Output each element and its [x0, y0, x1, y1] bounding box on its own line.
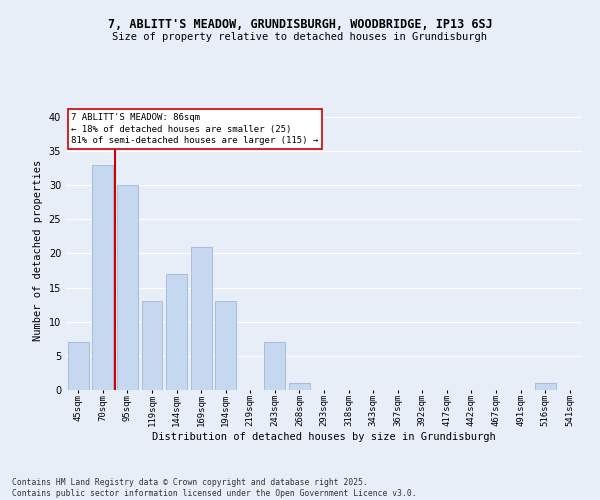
Text: 7, ABLITT'S MEADOW, GRUNDISBURGH, WOODBRIDGE, IP13 6SJ: 7, ABLITT'S MEADOW, GRUNDISBURGH, WOODBR…: [107, 18, 493, 30]
Bar: [68, 342, 89, 390]
Text: 7 ABLITT'S MEADOW: 86sqm
← 18% of detached houses are smaller (25)
81% of semi-d: 7 ABLITT'S MEADOW: 86sqm ← 18% of detach…: [71, 113, 319, 146]
Text: Size of property relative to detached houses in Grundisburgh: Size of property relative to detached ho…: [113, 32, 487, 42]
Bar: [215, 301, 236, 390]
Bar: [117, 185, 138, 390]
Y-axis label: Number of detached properties: Number of detached properties: [33, 160, 43, 340]
Text: Contains HM Land Registry data © Crown copyright and database right 2025.
Contai: Contains HM Land Registry data © Crown c…: [12, 478, 416, 498]
Bar: [142, 301, 163, 390]
X-axis label: Distribution of detached houses by size in Grundisburgh: Distribution of detached houses by size …: [152, 432, 496, 442]
Bar: [535, 383, 556, 390]
Bar: [166, 274, 187, 390]
Bar: [265, 342, 286, 390]
Bar: [191, 246, 212, 390]
Bar: [92, 164, 113, 390]
Bar: [289, 383, 310, 390]
